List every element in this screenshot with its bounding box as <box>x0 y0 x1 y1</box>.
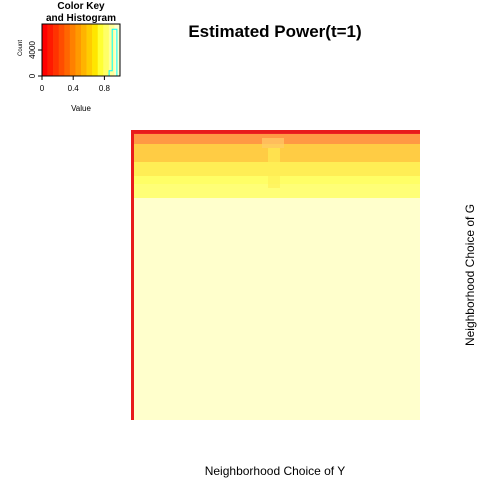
color-key-histogram-line <box>108 28 118 76</box>
color-key-band-9 <box>86 24 93 76</box>
color-key-band-10 <box>92 24 99 76</box>
heatmap-pale-stripe <box>131 198 420 203</box>
heatmap-first-column <box>131 130 134 420</box>
color-key-title-line-1: Color Key <box>57 1 105 12</box>
color-key-band-6 <box>69 24 76 76</box>
chart-title: Estimated Power(t=1) <box>188 22 361 41</box>
color-key-band-7 <box>75 24 82 76</box>
color-key-x-tick-label-3: 0.8 <box>99 84 111 93</box>
x-axis-label: Neighborhood Choice of Y <box>205 464 346 478</box>
color-key-axes: 0 0.4 0.8 0 4000 <box>28 41 111 93</box>
color-key-y-label: Count <box>18 40 24 56</box>
color-key-y-tick-label-2: 4000 <box>28 41 37 59</box>
heatmap-top-row <box>131 130 420 133</box>
heatmap-row-6 <box>131 184 420 202</box>
heatmap-center-column <box>268 148 280 188</box>
color-key-x-tick-label-2: 0.4 <box>68 84 80 93</box>
color-key-band-2 <box>47 24 54 76</box>
color-key-x-tick-label-1: 0 <box>40 84 45 93</box>
color-key-bands <box>42 24 121 76</box>
color-key: Color Key and Histogram 0 0.4 0.8 0 4000 Val… <box>18 1 121 113</box>
heatmap-center-bump <box>262 138 284 148</box>
color-key-band-8 <box>81 24 87 76</box>
color-key-band-4 <box>58 24 65 76</box>
y-axis-label: Neighborhood Choice of G <box>463 204 477 346</box>
heatmap <box>131 130 420 420</box>
color-key-title-line-2: and Histogram <box>46 13 116 24</box>
color-key-y-tick-label-1: 0 <box>28 73 37 78</box>
color-key-band-12 <box>103 24 110 76</box>
color-key-band-1 <box>42 24 48 76</box>
color-key-x-label: Value <box>71 104 91 113</box>
heatmap-row-7 <box>131 202 420 420</box>
color-key-band-5 <box>64 24 71 76</box>
color-key-band-11 <box>97 24 104 76</box>
color-key-band-3 <box>53 24 60 76</box>
